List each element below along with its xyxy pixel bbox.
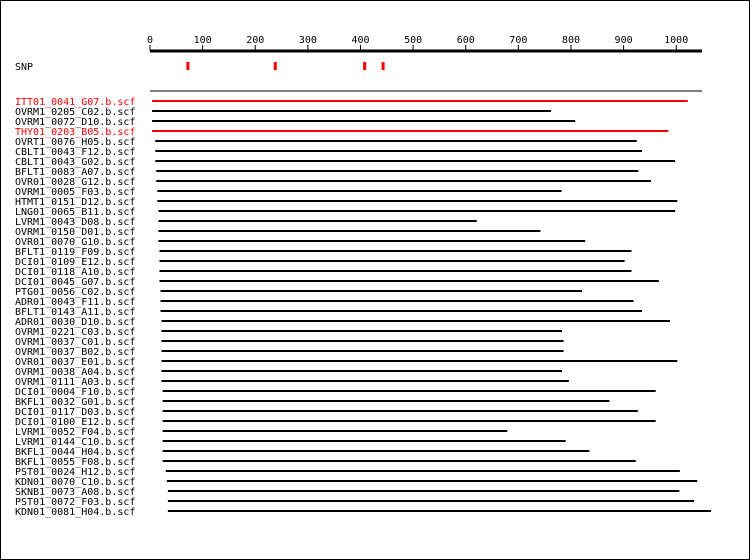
read-name: CBLT1_0043_F12.b.scf: [15, 147, 135, 158]
read-name: DCI01_0109_E12.b.scf: [15, 257, 135, 268]
read-name: BKFL1_0055_F08.b.scf: [15, 457, 135, 468]
read-name: THY01_0203_B05.b.scf: [15, 127, 135, 138]
axis-tick-label: 700: [509, 35, 527, 46]
read-name: ITT01_0041_G07.b.scf: [15, 97, 135, 108]
axis-tick-label: 100: [194, 35, 212, 46]
axis-tick-label: 900: [615, 35, 633, 46]
read-name: BKFL1_0032_G01.b.scf: [15, 397, 135, 408]
position-axis: 0 100 200 300 400 500 600 700 800 900 1000: [147, 35, 702, 53]
read-name: HTMT1_0151_D12.b.scf: [15, 197, 135, 208]
read-name: OVRM1_0005_F03.b.scf: [15, 187, 135, 198]
read-name: OVRM1_0111_A03.b.scf: [15, 377, 135, 388]
axis-tick-label: 500: [404, 35, 422, 46]
read-name: DCI01_0117_D03.b.scf: [15, 407, 135, 418]
read-name: LVRM1_0144_C10.b.scf: [15, 437, 135, 448]
snp-marker: [363, 62, 367, 70]
axis-tick-label: 400: [351, 35, 369, 46]
read-name: OVRM1_0205_C02.b.scf: [15, 107, 135, 118]
read-name: LVRM1_0052_F04.b.scf: [15, 427, 135, 438]
read-name: BFLT1_0143_A11.b.scf: [15, 307, 135, 318]
axis-tick-label: 600: [457, 35, 475, 46]
snp-marker: [381, 62, 385, 70]
read-name: BKFL1_0044_H04.b.scf: [15, 447, 135, 458]
read-name: BFLT1_0083_A07.b.scf: [15, 167, 135, 178]
read-name: OVR01_0028_G12.b.scf: [15, 177, 135, 188]
read-name: OVR01_0037_E01.b.scf: [15, 357, 135, 368]
snp-marker: [186, 62, 190, 70]
read-name: KDN01_0070_C10.b.scf: [15, 477, 135, 488]
axis-tick-label: 1000: [664, 35, 688, 46]
read-name: DCI01_0045_G07.b.scf: [15, 277, 135, 288]
snp-marker: [273, 62, 277, 70]
read-name: DCI01_0004_F10.b.scf: [15, 387, 135, 398]
read-name: LNG01_0065_B11.b.scf: [15, 207, 135, 218]
read-name: OVRT1_0076_H05.b.scf: [15, 137, 135, 148]
read-name: OVRM1_0037_B02.b.scf: [15, 347, 135, 358]
read-list: ITT01_0041_G07.b.scfOVRM1_0205_C02.b.scf…: [15, 97, 711, 518]
read-name: SKNB1_0073_A08.b.scf: [15, 487, 135, 498]
read-name: PST01_0072_F03.b.scf: [15, 497, 135, 508]
read-name: OVRM1_0221_C03.b.scf: [15, 327, 135, 338]
read-name: ADR01_0030_D10.b.scf: [15, 317, 135, 328]
read-name: DCI01_0100_E12.b.scf: [15, 417, 135, 428]
read-name: CBLT1_0043_G02.b.scf: [15, 157, 135, 168]
read-name: OVRM1_0038_A04.b.scf: [15, 367, 135, 378]
snp-track-label: SNP: [15, 62, 33, 73]
read-name: OVRM1_0037_C01.b.scf: [15, 337, 135, 348]
read-name: BFLT1_0119_F09.b.scf: [15, 247, 135, 258]
axis-tick-label: 0: [147, 35, 153, 46]
snp-track: SNP: [15, 62, 385, 73]
read-name: ADR01_0043_F11.b.scf: [15, 297, 135, 308]
read-name: OVR01_0070_G10.b.scf: [15, 237, 135, 248]
read-name: LVRM1_0043_D08.b.scf: [15, 217, 135, 228]
read-name: PTG01_0056_C02.b.scf: [15, 287, 135, 298]
axis-tick-label: 200: [246, 35, 264, 46]
read-name: OVRM1_0072_D10.b.scf: [15, 117, 135, 128]
axis-tick-label: 800: [562, 35, 580, 46]
read-name: PST01_0024_H12.b.scf: [15, 467, 135, 478]
axis-tick-label: 300: [299, 35, 317, 46]
read-name: OVRM1_0150_D01.b.scf: [15, 227, 135, 238]
read-name: KDN01_0081_H04.b.scf: [15, 507, 135, 518]
read-name: DCI01_0118_A10.b.scf: [15, 267, 135, 278]
